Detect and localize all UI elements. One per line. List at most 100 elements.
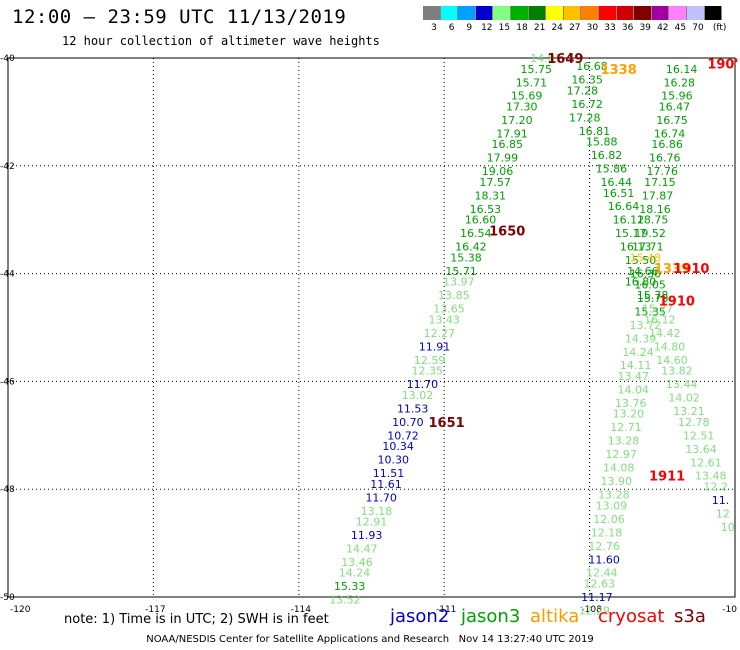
time-label: 1910 — [659, 295, 695, 310]
swh-value-track-a: 13.46 — [341, 556, 373, 569]
swh-value-track-c: 12.51 — [683, 429, 715, 442]
swh-value-track-b: 16.05 — [634, 278, 666, 291]
swh-value-track-a: 12.91 — [356, 516, 388, 529]
swh-value-track-b: 11.17 — [581, 591, 613, 604]
swh-value-track-a: 17.91 — [496, 127, 528, 140]
swh-value-track-a: 13.43 — [428, 313, 460, 326]
swh-value-track-a: 12.35 — [411, 365, 443, 378]
swh-value-track-c: 14.60 — [656, 354, 688, 367]
y-tick-label: -44 — [0, 270, 15, 280]
swh-value-track-c: 19.52 — [634, 227, 666, 240]
swh-value-track-c: 14.42 — [649, 327, 681, 340]
swh-value-track-b: 16.30 — [630, 268, 662, 281]
swh-value-track-c: 15.27 — [642, 303, 674, 316]
scale-label: 70 — [692, 23, 704, 33]
swh-value-track-a: 14.81 — [530, 52, 562, 65]
swh-value-track-c: 14.02 — [668, 392, 700, 405]
swh-value-track-b: 12.63 — [584, 578, 616, 591]
swh-value-track-b: 12.71 — [610, 421, 642, 434]
scale-label: 21 — [533, 23, 546, 33]
chart-subtitle: 12 hour collection of altimeter wave hei… — [62, 34, 380, 48]
axes: -120 -117 -114 -111 -108 -10 -40 -42 -44 -46 -48 -5… — [0, 54, 737, 615]
swh-value-track-a: 11.93 — [351, 529, 383, 542]
scale-swatch — [546, 6, 564, 20]
swh-value-track-c: 14.66 — [627, 265, 659, 278]
scale-swatch — [581, 6, 599, 20]
satellite-jason2: jason2 — [390, 606, 450, 627]
swh-value-track-b: 12.44 — [586, 567, 618, 580]
swh-value-track-b: 17.28 — [569, 111, 601, 124]
swh-value-track-c: 16.74 — [654, 127, 686, 140]
scale-label: 6 — [448, 23, 455, 33]
scale-swatch — [704, 6, 723, 20]
data-marks: 14.8115.7515.7115.6917.3017.2017.9116.85… — [329, 52, 738, 617]
swh-value-track-c: 18.16 — [639, 203, 671, 216]
swh-value-track-a: 15.71 — [516, 76, 548, 89]
swh-value-track-b: 12.29 — [579, 604, 611, 617]
x-tick-label: -117 — [145, 605, 165, 615]
swh-value-track-a: 13.65 — [433, 303, 465, 316]
swh-value-track-b: 16.72 — [571, 98, 603, 111]
time-label: 1650 — [489, 224, 525, 239]
swh-value-track-a: 13.85 — [438, 289, 470, 302]
swh-value-track-c: 13.48 — [695, 470, 727, 483]
y-tick-label: -46 — [0, 377, 15, 387]
swh-value-track-a: 11.91 — [419, 340, 451, 353]
y-tick-label: -48 — [0, 485, 15, 495]
swh-value-track-a: 12.59 — [414, 354, 446, 367]
swh-value-track-a: 11.70 — [407, 378, 439, 391]
time-label: 1910 — [673, 262, 709, 277]
swh-value-track-c: 16.28 — [664, 76, 696, 89]
x-tick-label: -10 — [722, 605, 737, 615]
swh-value-track-c: 16.12 — [644, 313, 676, 326]
time-label: 1651 — [429, 416, 465, 431]
x-tick-label: -120 — [10, 605, 31, 615]
swh-value-track-a: 15.38 — [450, 251, 482, 264]
scale-label: 27 — [569, 23, 581, 33]
scale-label: 15 — [498, 23, 511, 33]
swh-value-track-c: 18.75 — [637, 214, 669, 227]
swh-value-track-c: 17.76 — [647, 165, 679, 178]
swh-value-track-b: 15.17 — [615, 227, 647, 240]
swh-value-track-c: 15.96 — [661, 90, 693, 103]
chart-title: 12:00 – 23:59 UTC 11/13/2019 — [12, 6, 347, 28]
scale-label: 36 — [621, 23, 634, 33]
swh-value-track-b: 16.44 — [601, 176, 633, 189]
swh-value-track-c: 15.78 — [637, 289, 669, 302]
swh-value-track-a: 15.71 — [445, 265, 477, 278]
swh-value-track-c: 12 — [716, 507, 730, 520]
scale-label: 39 — [639, 23, 651, 33]
swh-value-track-c: 10 — [721, 521, 735, 534]
swh-value-track-a: 14.47 — [346, 542, 378, 555]
swh-value-track-b: 13.28 — [608, 435, 640, 448]
swh-value-track-a: 10.70 — [392, 416, 424, 429]
swh-value-track-c: 16.14 — [666, 63, 698, 76]
time-label: 1911 — [649, 470, 685, 485]
swh-value-track-b: 13.76 — [615, 397, 647, 410]
scale-swatch — [687, 6, 705, 20]
swh-value-track-b: 16.64 — [608, 200, 640, 213]
scale-label: 24 — [551, 23, 563, 33]
scale-swatch — [475, 6, 494, 20]
swh-value-track-a: 16.54 — [460, 227, 492, 240]
swh-value-track-b: 16.68 — [576, 60, 608, 73]
satellite-jason3: jason3 — [461, 606, 521, 627]
scale-label: 30 — [586, 23, 599, 33]
swh-value-track-b: 14.04 — [617, 383, 649, 396]
swh-value-track-b: 16.51 — [603, 187, 635, 200]
swh-value-track-a: 16.85 — [491, 138, 523, 151]
satellite-s3a: s3a — [674, 606, 706, 627]
swh-value-track-c: 17.71 — [632, 241, 664, 254]
scale-swatch — [458, 6, 476, 20]
swh-value-track-b: 13.20 — [613, 408, 645, 421]
scale-swatch — [423, 6, 441, 20]
swh-value-track-a: 16.60 — [465, 214, 497, 227]
time-label: 1338 — [601, 63, 637, 78]
time-label: 190' — [707, 57, 738, 72]
time-label: 1339 — [654, 262, 690, 277]
swh-value-track-c: 13.21 — [673, 405, 705, 418]
swh-value-track-a: 17.99 — [487, 152, 519, 165]
swh-value-track-b: 14.11 — [620, 359, 652, 372]
swh-value-track-a: 17.30 — [506, 101, 538, 114]
swh-value-track-a: 13.18 — [361, 505, 393, 518]
